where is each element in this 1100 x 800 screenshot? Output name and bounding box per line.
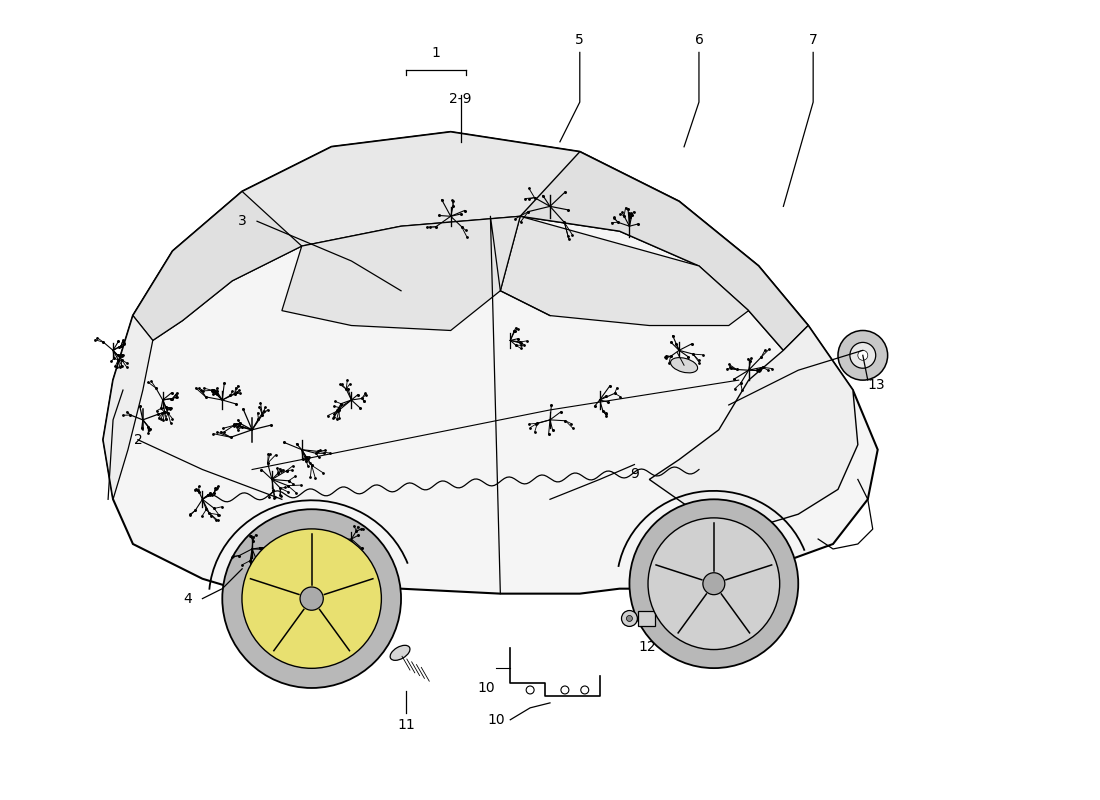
Circle shape [648, 518, 780, 650]
Text: eurode: eurode [409, 279, 750, 362]
Text: 13: 13 [868, 378, 886, 392]
Text: 12: 12 [638, 640, 656, 654]
Ellipse shape [671, 358, 697, 373]
Circle shape [850, 342, 876, 368]
Text: 5: 5 [575, 34, 584, 47]
Circle shape [300, 587, 323, 610]
Text: a passion parts 1985: a passion parts 1985 [356, 421, 605, 479]
Text: 9: 9 [630, 467, 639, 482]
Circle shape [621, 610, 637, 626]
FancyBboxPatch shape [638, 610, 656, 626]
Text: 2-9: 2-9 [450, 92, 472, 106]
Text: 8: 8 [868, 343, 877, 358]
PathPatch shape [103, 315, 153, 499]
PathPatch shape [649, 326, 858, 529]
Text: 6: 6 [694, 34, 703, 47]
PathPatch shape [500, 216, 749, 326]
Text: 2: 2 [133, 433, 142, 446]
Ellipse shape [390, 646, 410, 660]
Text: 10: 10 [487, 713, 505, 726]
Text: 3: 3 [238, 214, 246, 228]
Circle shape [222, 510, 402, 688]
Circle shape [629, 499, 799, 668]
Circle shape [627, 615, 632, 622]
Text: 1: 1 [431, 46, 440, 60]
Circle shape [242, 529, 382, 668]
Circle shape [526, 686, 535, 694]
Circle shape [858, 350, 868, 360]
Text: 10: 10 [477, 681, 495, 695]
PathPatch shape [133, 132, 808, 350]
Circle shape [838, 330, 888, 380]
Circle shape [581, 686, 589, 694]
Text: 11: 11 [397, 718, 415, 732]
Text: 7: 7 [808, 34, 817, 47]
PathPatch shape [103, 132, 878, 598]
PathPatch shape [133, 191, 301, 341]
PathPatch shape [520, 152, 808, 350]
PathPatch shape [282, 216, 520, 330]
Circle shape [703, 573, 725, 594]
Circle shape [561, 686, 569, 694]
Text: 4: 4 [184, 592, 191, 606]
